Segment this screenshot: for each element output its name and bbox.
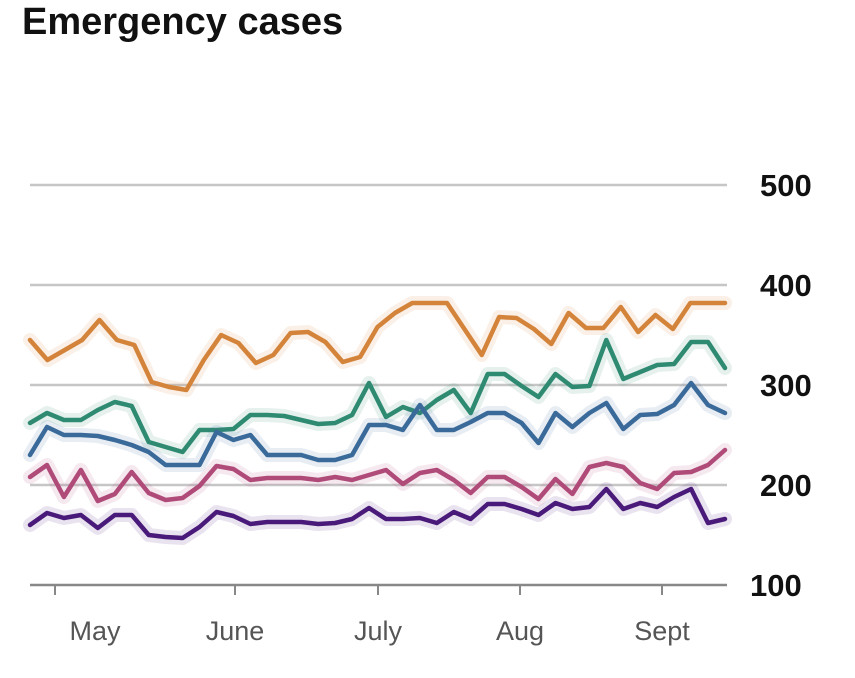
y-tick-label: 500 [760, 168, 812, 203]
x-tick-label: Aug [496, 616, 544, 646]
series-line-2 [27, 337, 728, 455]
x-tick-label: July [354, 616, 403, 646]
series-line-5 [27, 486, 728, 541]
x-axis-tick-labels: May June July Aug Sept [54, 585, 690, 646]
series-lines [23, 296, 732, 545]
gridlines [30, 183, 727, 587]
x-tick-label: June [206, 616, 265, 646]
chart-title: Emergency cases [22, 1, 344, 43]
y-tick-label: 400 [760, 268, 812, 303]
y-tick-label: 100 [750, 568, 802, 603]
y-tick-label: 200 [760, 468, 812, 503]
series-line-1 [27, 300, 728, 393]
x-tick-label: May [69, 616, 121, 646]
series-line-3 [27, 380, 728, 468]
x-tick-label: Sept [634, 616, 690, 646]
series-line-4 [27, 447, 728, 504]
y-tick-label: 300 [760, 368, 812, 403]
y-axis-tick-labels: 100 200 300 400 500 [750, 168, 812, 603]
